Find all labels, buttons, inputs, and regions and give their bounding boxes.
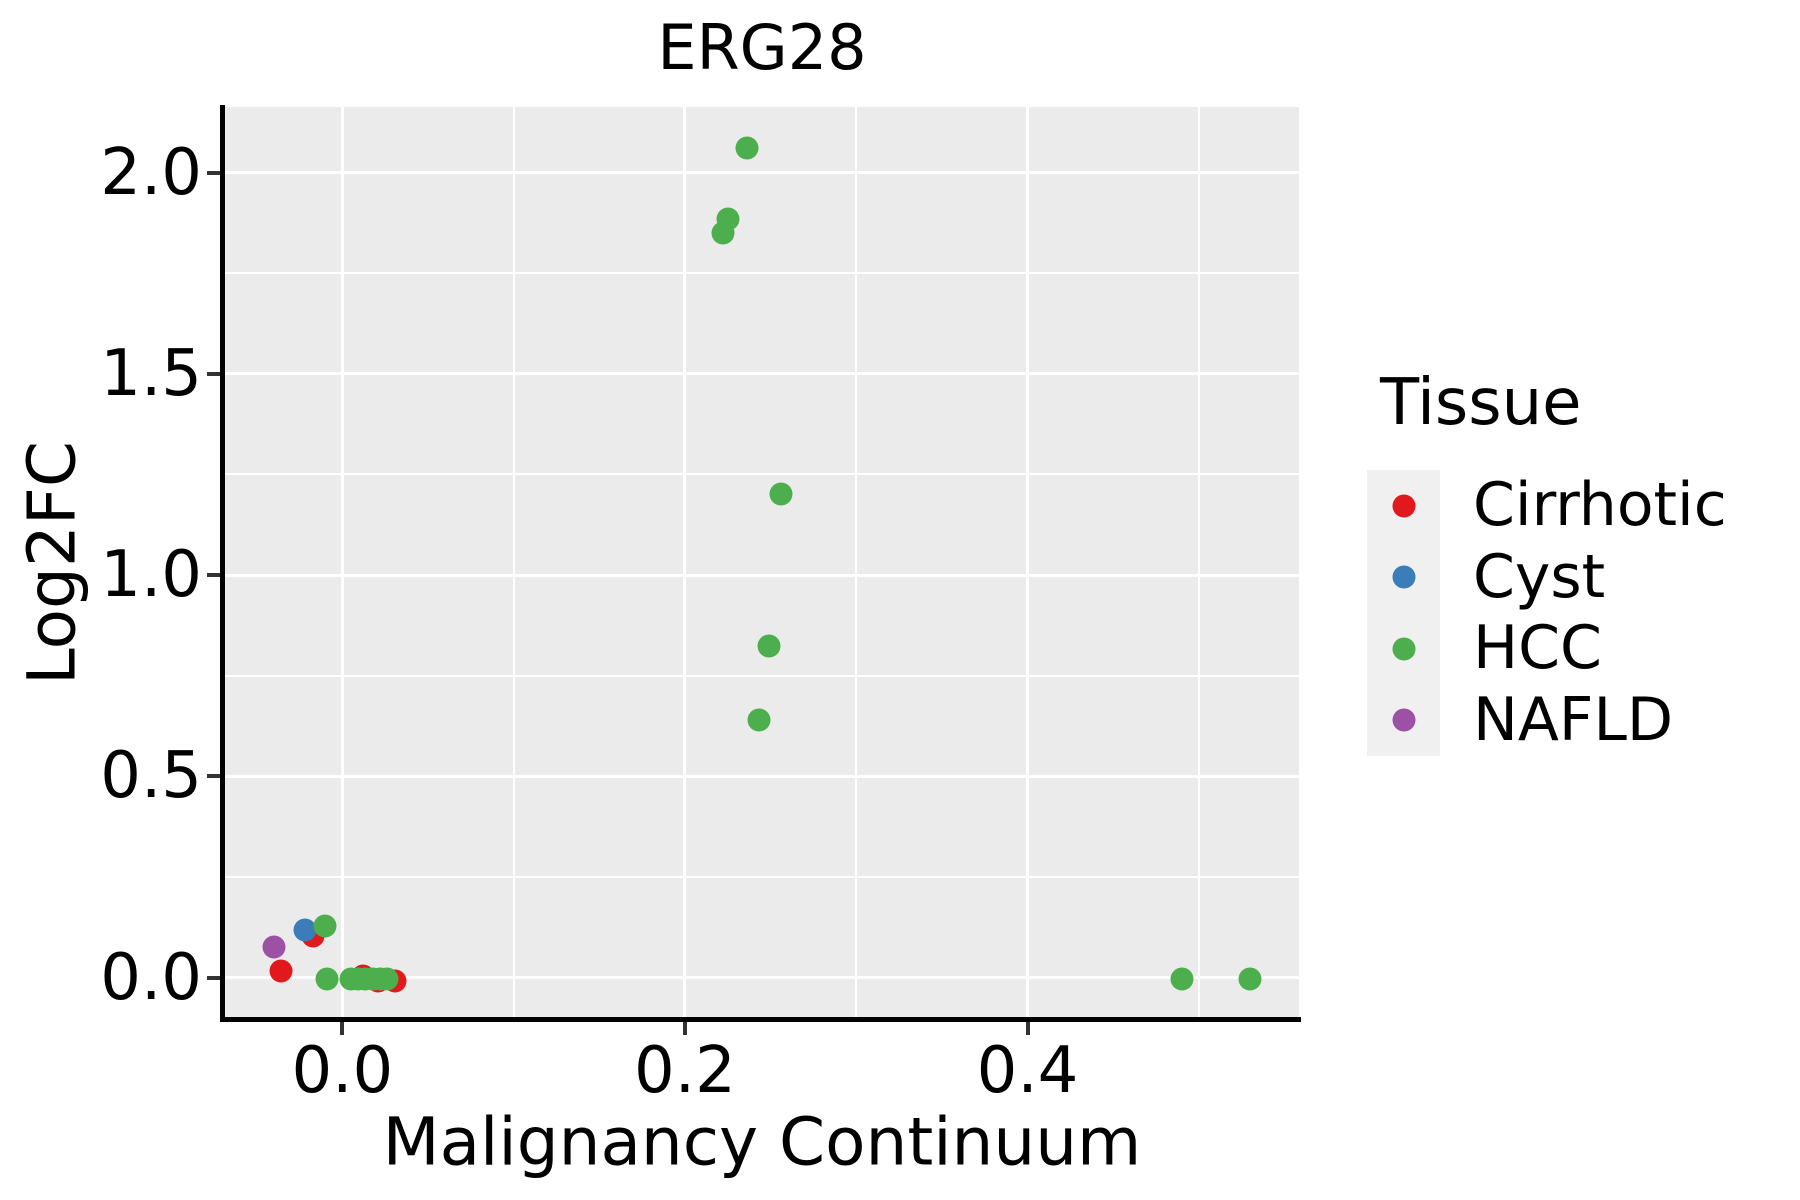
y-tick-mark <box>207 170 220 175</box>
data-point-hcc <box>769 482 793 506</box>
y-tick-label: 2.0 <box>100 135 202 210</box>
x-tick-label: 0.2 <box>634 1034 736 1108</box>
y-axis-line <box>220 105 225 1021</box>
y-minor-gridline <box>225 473 1299 476</box>
x-tick-label: 0.4 <box>976 1034 1079 1108</box>
y-tick-label: 1.5 <box>100 336 202 411</box>
legend-label: HCC <box>1473 613 1602 683</box>
data-point-hcc <box>1238 967 1262 991</box>
legend-key-box <box>1367 470 1440 542</box>
y-minor-gridline <box>225 875 1299 878</box>
y-major-gridline <box>225 774 1299 778</box>
data-point-hcc <box>716 207 740 231</box>
legend-label: Cyst <box>1473 541 1606 612</box>
data-point-hcc <box>757 634 781 657</box>
plot-title: ERG28 <box>657 11 867 84</box>
plot-panel <box>225 107 1299 1019</box>
y-tick-label: 0.0 <box>100 940 202 1015</box>
y-tick-label: 1.0 <box>100 538 202 613</box>
data-point-cyst <box>293 918 317 942</box>
x-minor-gridline <box>512 107 515 1019</box>
x-major-gridline <box>340 107 344 1019</box>
legend-dot-hcc <box>1392 637 1415 661</box>
legend-key-box <box>1367 541 1440 613</box>
x-tick-mark <box>682 1022 687 1035</box>
x-tick-mark <box>340 1022 345 1035</box>
data-point-hcc <box>313 914 337 938</box>
data-point-hcc <box>1170 967 1194 991</box>
y-tick-mark <box>207 774 220 779</box>
legend-key-box <box>1367 684 1440 756</box>
y-major-gridline <box>225 976 1299 980</box>
y-tick-mark <box>207 371 220 376</box>
data-point-cirrhotic <box>269 959 293 983</box>
x-minor-gridline <box>1197 107 1200 1019</box>
x-tick-label: 0.0 <box>291 1034 394 1108</box>
legend-dot-nafld <box>1392 708 1415 732</box>
data-point-hcc <box>747 708 771 732</box>
y-minor-gridline <box>225 272 1299 275</box>
x-axis-line <box>220 1017 1301 1022</box>
data-point-hcc <box>315 967 339 991</box>
legend-label: Cirrhotic <box>1473 470 1727 540</box>
y-major-gridline <box>225 573 1299 577</box>
y-major-gridline <box>225 372 1299 376</box>
legend-key-box <box>1367 613 1440 685</box>
x-tick-mark <box>1025 1022 1030 1035</box>
y-tick-label: 0.5 <box>100 739 202 814</box>
data-point-hcc <box>375 967 399 991</box>
data-point-hcc <box>735 136 759 160</box>
x-minor-gridline <box>855 107 858 1019</box>
y-tick-mark <box>207 573 220 578</box>
legend-dot-cyst <box>1392 565 1415 589</box>
legend-label: NAFLD <box>1473 684 1674 755</box>
y-minor-gridline <box>225 674 1299 677</box>
y-tick-mark <box>207 975 220 980</box>
x-axis-title: Malignancy Continuum <box>382 1103 1142 1181</box>
legend-title: Tissue <box>1380 366 1582 440</box>
legend-dot-cirrhotic <box>1392 494 1415 518</box>
y-major-gridline <box>225 171 1299 175</box>
x-major-gridline <box>683 107 687 1019</box>
data-point-nafld <box>262 935 286 959</box>
x-major-gridline <box>1026 107 1029 1019</box>
